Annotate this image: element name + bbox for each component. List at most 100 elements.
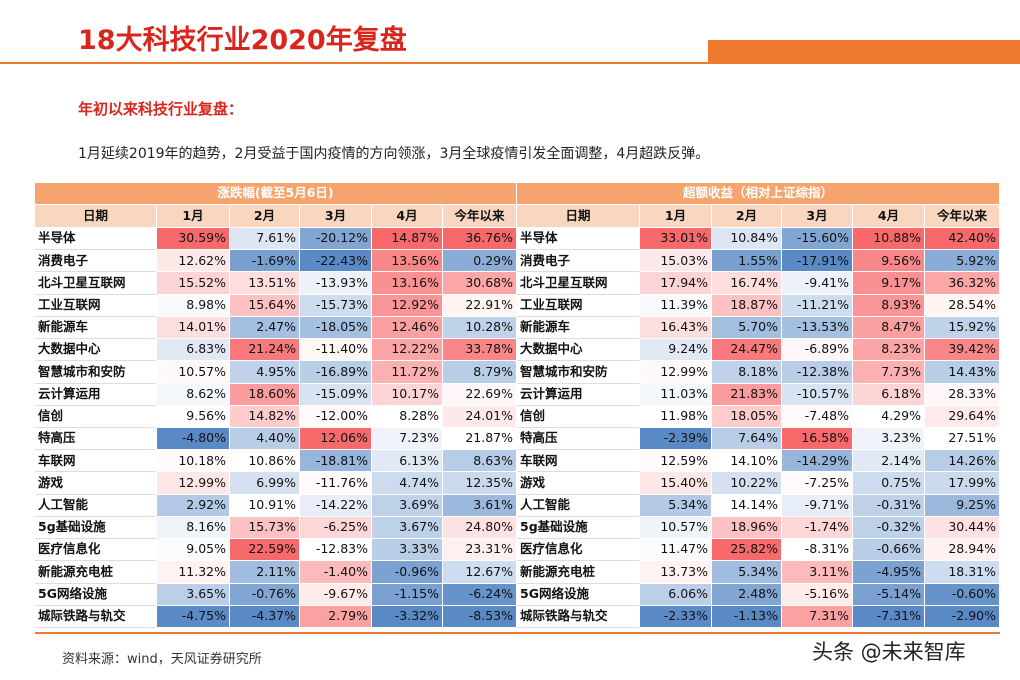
cell-value: 1.55%: [712, 250, 782, 273]
row-name: 医疗信息化: [517, 539, 640, 562]
cell-value: 12.67%: [443, 561, 517, 584]
cell-value: 21.83%: [712, 383, 782, 406]
cell-value: -0.31%: [853, 494, 925, 517]
cell-value: 3.33%: [372, 539, 443, 562]
cell-value: 15.64%: [230, 294, 300, 317]
subtitle: 年初以来科技行业复盘：: [78, 100, 244, 118]
cell-value: 42.40%: [925, 228, 1000, 251]
group-header: 涨跌幅(截至5月6日): [35, 183, 517, 205]
row-name: 特高压: [517, 428, 640, 451]
table: 涨跌幅(截至5月6日) 超额收益（相对上证综指） 日期 1月 2月 3月 4月 今年以来 日期 1…: [35, 183, 1000, 628]
cell-value: -9.41%: [782, 272, 853, 295]
row-name: 消费电子: [35, 250, 157, 273]
cell-value: -15.09%: [300, 383, 372, 406]
cell-value: 12.99%: [640, 361, 712, 384]
cell-value: 8.63%: [443, 450, 517, 473]
cell-value: -1.15%: [372, 583, 443, 606]
cell-value: -0.60%: [925, 583, 1000, 606]
cell-value: -2.39%: [640, 428, 712, 451]
cell-value: 8.18%: [712, 361, 782, 384]
cell-value: 11.98%: [640, 405, 712, 428]
cell-value: 14.87%: [372, 228, 443, 251]
cell-value: 7.73%: [853, 361, 925, 384]
cell-value: 5.34%: [712, 561, 782, 584]
cell-value: 30.68%: [443, 272, 517, 295]
cell-value: 36.76%: [443, 228, 517, 251]
row-name: 新能源充电桩: [35, 561, 157, 584]
cell-value: 7.31%: [782, 605, 853, 628]
row-name: 新能源车: [35, 316, 157, 340]
row-name: 新能源充电桩: [517, 561, 640, 584]
cell-value: 36.32%: [925, 272, 1000, 295]
cell-value: -6.89%: [782, 339, 853, 362]
row-name: 人工智能: [517, 494, 640, 517]
cell-value: -14.29%: [782, 450, 853, 473]
cell-value: -0.32%: [853, 516, 925, 540]
row-name: 5g基础设施: [517, 516, 640, 540]
cell-value: 8.79%: [443, 361, 517, 384]
cell-value: -17.91%: [782, 250, 853, 273]
cell-value: 14.10%: [712, 450, 782, 473]
cell-value: -13.53%: [782, 316, 853, 340]
cell-value: 2.79%: [300, 605, 372, 628]
cell-value: 18.87%: [712, 294, 782, 317]
cell-value: 6.06%: [640, 583, 712, 606]
cell-value: 12.06%: [300, 428, 372, 451]
column-header: 1月: [640, 205, 712, 228]
column-header: 2月: [230, 205, 300, 228]
cell-value: 9.05%: [157, 539, 230, 562]
row-name: 城际铁路与轨交: [35, 605, 157, 628]
cell-value: 9.56%: [157, 405, 230, 428]
cell-value: 0.29%: [443, 250, 517, 273]
cell-value: -10.57%: [782, 383, 853, 406]
cell-value: -12.38%: [782, 361, 853, 384]
cell-value: 4.40%: [230, 428, 300, 451]
column-header: 今年以来: [443, 205, 517, 228]
cell-value: 12.46%: [372, 316, 443, 340]
description: 1月延续2019年的趋势，2月受益于国内疫情的方向领涨，3月全球疫情引发全面调整…: [78, 146, 710, 162]
cell-value: 28.94%: [925, 539, 1000, 562]
cell-value: 30.44%: [925, 516, 1000, 540]
row-name: 云计算运用: [517, 383, 640, 406]
cell-value: 0.75%: [853, 472, 925, 495]
cell-value: 23.31%: [443, 539, 517, 562]
row-name: 消费电子: [517, 250, 640, 273]
cell-value: 2.14%: [853, 450, 925, 473]
column-header: 3月: [782, 205, 853, 228]
cell-value: 3.69%: [372, 494, 443, 517]
row-name: 人工智能: [35, 494, 157, 517]
cell-value: 4.74%: [372, 472, 443, 495]
cell-value: 5.92%: [925, 250, 1000, 273]
source: 资料来源：wind，天风证券研究所: [62, 652, 262, 667]
column-header: 日期: [517, 205, 640, 228]
row-name: 新能源车: [517, 316, 640, 340]
cell-value: 10.91%: [230, 494, 300, 517]
cell-value: 22.91%: [443, 294, 517, 317]
cell-value: -11.76%: [300, 472, 372, 495]
cell-value: 6.18%: [853, 383, 925, 406]
cell-value: 12.35%: [443, 472, 517, 495]
cell-value: 9.56%: [853, 250, 925, 273]
cell-value: 15.73%: [230, 516, 300, 540]
cell-value: -7.25%: [782, 472, 853, 495]
cell-value: -9.67%: [300, 583, 372, 606]
cell-value: 3.61%: [443, 494, 517, 517]
cell-value: 10.18%: [157, 450, 230, 473]
cell-value: 12.92%: [372, 294, 443, 317]
cell-value: 10.22%: [712, 472, 782, 495]
cell-value: -2.90%: [925, 605, 1000, 628]
cell-value: 3.23%: [853, 428, 925, 451]
cell-value: -7.48%: [782, 405, 853, 428]
column-header: 今年以来: [925, 205, 1000, 228]
column-header: 日期: [35, 205, 157, 228]
row-name: 医疗信息化: [35, 539, 157, 562]
cell-value: -4.80%: [157, 428, 230, 451]
cell-value: 12.62%: [157, 250, 230, 273]
cell-value: 3.67%: [372, 516, 443, 540]
cell-value: -22.43%: [300, 250, 372, 273]
column-header: 1月: [157, 205, 230, 228]
cell-value: 8.62%: [157, 383, 230, 406]
cell-value: 24.01%: [443, 405, 517, 428]
row-name: 5G网络设施: [35, 583, 157, 606]
cell-value: 22.59%: [230, 539, 300, 562]
